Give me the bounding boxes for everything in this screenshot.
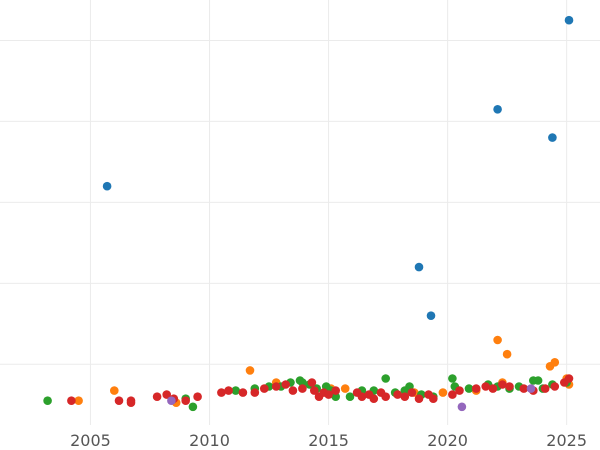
- x-tick-label: 2025: [546, 431, 587, 450]
- data-point: [414, 394, 424, 404]
- data-point: [288, 386, 298, 395]
- data-point: [407, 388, 417, 397]
- data-point: [224, 386, 233, 395]
- data-point: [429, 394, 438, 404]
- data-point: [245, 366, 255, 375]
- data-point: [126, 396, 136, 406]
- data-point: [324, 390, 333, 399]
- data-points: [43, 15, 574, 412]
- data-point: [250, 388, 260, 397]
- data-point: [488, 384, 498, 393]
- data-point: [381, 392, 391, 402]
- data-point: [110, 386, 119, 395]
- data-point: [162, 390, 171, 399]
- data-point: [357, 392, 367, 402]
- data-point: [167, 396, 176, 406]
- data-point: [533, 376, 543, 385]
- data-point: [540, 384, 550, 393]
- data-point: [502, 349, 512, 359]
- data-point: [152, 392, 162, 402]
- x-tick-label: 2020: [427, 431, 468, 450]
- data-point: [345, 392, 355, 402]
- data-point: [310, 386, 319, 395]
- x-tick-label: 2015: [308, 431, 349, 450]
- data-point: [298, 378, 307, 387]
- data-point: [550, 382, 560, 391]
- data-point: [114, 396, 124, 406]
- data-point: [414, 262, 424, 272]
- data-point: [238, 388, 248, 397]
- data-point: [281, 380, 291, 389]
- data-point: [457, 402, 467, 412]
- data-point: [493, 105, 502, 114]
- data-point: [181, 396, 190, 406]
- data-point: [393, 390, 402, 399]
- data-point: [438, 388, 448, 397]
- data-point: [400, 392, 410, 402]
- data-point: [471, 384, 481, 393]
- data-point: [505, 382, 514, 391]
- data-point: [331, 392, 341, 402]
- data-point: [298, 384, 307, 393]
- data-point: [331, 386, 341, 395]
- data-point: [498, 380, 507, 389]
- data-point: [307, 378, 317, 387]
- data-point: [381, 374, 391, 383]
- data-point: [102, 181, 112, 191]
- data-point: [231, 386, 240, 395]
- x-tick-label: 2005: [70, 431, 111, 450]
- data-point: [271, 382, 281, 391]
- data-point: [74, 396, 83, 406]
- data-point: [340, 384, 350, 393]
- data-point: [564, 374, 574, 383]
- data-point: [481, 382, 491, 391]
- data-point: [519, 384, 529, 393]
- data-point: [217, 388, 226, 397]
- data-point: [548, 133, 557, 142]
- data-point: [193, 392, 202, 402]
- data-point: [550, 358, 560, 367]
- gridlines: [0, 0, 600, 425]
- data-point: [43, 396, 52, 406]
- data-point: [426, 311, 436, 321]
- data-point: [464, 384, 474, 393]
- data-point: [188, 402, 198, 412]
- x-tick-labels: 2005 2010 2015 2020 2025: [70, 431, 587, 450]
- data-point: [448, 374, 457, 383]
- data-point: [455, 386, 464, 395]
- data-point: [369, 394, 379, 404]
- data-point: [260, 384, 269, 393]
- data-point: [564, 15, 574, 25]
- data-point: [448, 390, 457, 399]
- data-point: [526, 384, 536, 393]
- data-point: [493, 335, 502, 345]
- x-tick-label: 2010: [189, 431, 230, 450]
- data-point: [67, 396, 76, 406]
